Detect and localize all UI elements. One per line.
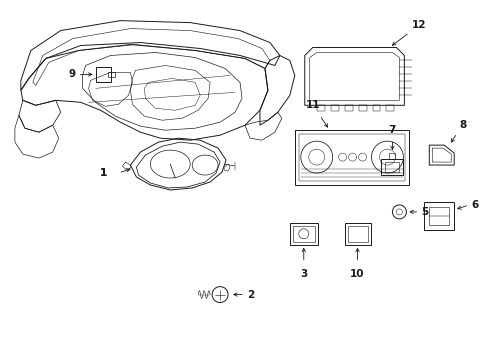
Text: 10: 10 (349, 269, 364, 279)
Text: 5: 5 (421, 207, 427, 217)
Text: 8: 8 (458, 120, 466, 130)
Text: 1: 1 (100, 168, 107, 178)
Text: 3: 3 (300, 269, 307, 279)
Text: 2: 2 (246, 289, 254, 300)
Text: 7: 7 (388, 125, 395, 135)
Text: 6: 6 (470, 200, 477, 210)
Text: 11: 11 (305, 100, 319, 110)
Text: 12: 12 (410, 19, 425, 30)
Text: 9: 9 (68, 69, 76, 80)
Text: 1: 1 (100, 168, 107, 178)
